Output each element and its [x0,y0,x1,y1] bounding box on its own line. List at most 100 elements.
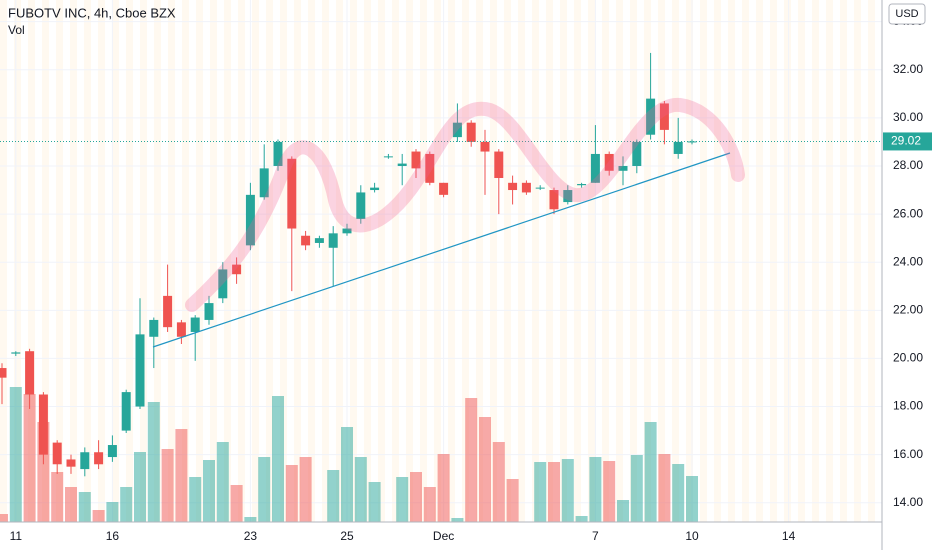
candle-body [245,194,255,246]
candle-body [590,153,600,183]
x-tick-label: Dec [433,529,454,543]
volume-bar [396,477,409,522]
volume-bar [0,514,8,522]
y-tick-label: 20.00 [893,351,923,365]
y-tick-label: 14.00 [893,495,923,509]
y-tick-label: 16.00 [893,447,923,461]
chart-title: FUBOTV INC, 4h, Cboe BZX [8,5,176,20]
candle-body [604,153,614,171]
volume-bar [285,465,298,522]
candle-body [328,233,338,248]
volume-bar [189,477,202,522]
volume-bar [548,462,560,522]
x-tick-label: 7 [592,529,599,543]
volume-bar [161,449,174,522]
volume-bar [423,487,436,522]
volume-bar [561,459,574,522]
candle-body [232,264,242,275]
volume-bar [230,485,243,522]
candle-body [38,394,48,455]
volume-pane [0,387,698,522]
volume-bar [216,442,229,522]
candle-body [687,141,697,143]
candle-body [439,182,449,195]
volume-bar [9,387,22,522]
volume-bar [630,455,643,522]
volume-bar [244,517,257,522]
candle-body [121,392,131,431]
volume-bar [327,470,340,522]
candle-body [383,156,393,158]
volume-bar [589,457,602,522]
volume-bar [203,460,215,522]
y-tick-label: 24.00 [893,254,923,268]
volume-label: Vol [8,23,25,37]
candle-body [452,122,462,138]
candle-body [259,168,269,198]
candle-body [163,295,173,328]
x-tick-label: 14 [782,529,796,543]
candle-body [342,228,352,234]
volume-bar [479,417,491,522]
candle-body [535,187,545,189]
volume-bar [465,398,478,522]
last-price-label: 29.02 [891,134,921,148]
y-axis: 14.00 16.00 18.00 20.00 22.00 24.00 26.00 28.00… [893,14,923,509]
candle-body [52,442,62,465]
volume-bar [134,452,146,522]
candle-body [577,184,587,186]
volume-bar [92,510,105,522]
candle-body [176,322,186,337]
volume-bar [658,454,671,522]
volume-bar [617,500,629,522]
volume-bar [65,487,77,522]
candle-body [273,141,283,166]
candle-body [397,163,407,166]
volume-bar [603,461,616,522]
volume-bar [272,396,284,522]
candle-body [11,352,21,354]
volume-bar [451,518,464,522]
volume-bar [23,394,36,522]
candle-body [646,98,656,135]
y-tick-label: 18.00 [893,399,923,413]
currency: USD [895,8,918,20]
volume-bar [147,402,160,522]
y-tick-label: 32.00 [893,62,923,76]
y-tick-label: 22.00 [893,302,923,316]
candle-body [494,151,504,179]
volume-bar [78,492,91,522]
y-tick-label: 30.00 [893,110,923,124]
candle-body [618,165,628,171]
volume-bar [492,442,505,522]
candle-body [466,122,476,142]
candle-body [135,334,145,407]
x-tick-label: 16 [106,529,120,543]
volume-bar [672,464,685,522]
currency-button[interactable] [888,3,926,25]
volume-bar [51,472,64,522]
candle-body [94,452,104,465]
highlight-curve[interactable] [185,97,745,312]
candle-body [0,368,7,378]
candle-body [204,303,214,320]
volume-bar [341,427,353,522]
last-price-tag [883,132,932,151]
candle-body [314,238,324,243]
candle-body [549,190,559,210]
x-tick-label: 11 [10,529,23,543]
candle-body [425,153,435,183]
candles [0,52,882,477]
candle-body [107,445,117,458]
candle-body [370,187,380,191]
candle-body [301,235,311,246]
volume-bar [368,482,381,522]
y-tick-label: 26.00 [893,206,923,220]
candle-body [218,269,228,299]
trend-line[interactable] [152,152,731,348]
candle-body [149,319,159,337]
volume-bar [175,429,188,522]
volume-bar [437,454,450,522]
x-tick-label: 25 [340,529,354,543]
